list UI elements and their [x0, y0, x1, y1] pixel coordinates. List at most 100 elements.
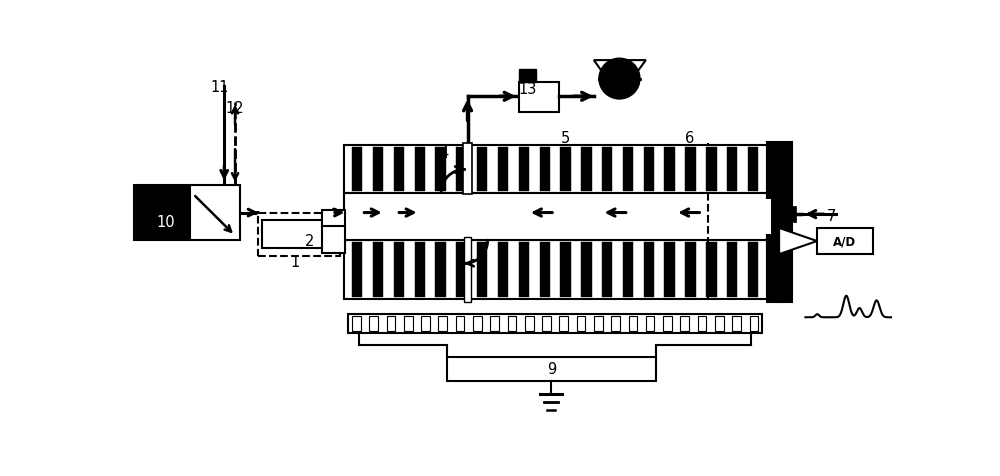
Text: 7: 7	[827, 208, 836, 224]
Bar	[727, 243, 737, 297]
Bar	[421, 317, 430, 331]
Bar	[344, 193, 767, 241]
Bar	[629, 317, 637, 331]
Bar	[706, 148, 717, 191]
Bar	[456, 148, 467, 191]
Bar	[581, 148, 592, 191]
Bar	[767, 142, 792, 302]
Bar	[348, 315, 762, 333]
Bar	[490, 317, 499, 331]
Bar	[463, 144, 472, 195]
Bar	[817, 228, 873, 255]
Bar	[498, 243, 508, 297]
Bar	[559, 317, 568, 331]
Text: 11: 11	[210, 79, 229, 95]
Bar	[373, 148, 383, 191]
Bar	[369, 317, 378, 331]
Bar	[394, 148, 404, 191]
Bar	[394, 243, 404, 297]
Bar	[352, 148, 362, 191]
Polygon shape	[779, 228, 817, 255]
Bar	[498, 148, 508, 191]
Bar	[602, 148, 612, 191]
Bar	[685, 243, 696, 297]
Bar	[698, 317, 706, 331]
Text: 6: 6	[685, 130, 694, 145]
Bar	[477, 243, 487, 297]
Text: 3: 3	[351, 246, 361, 260]
Bar	[387, 317, 395, 331]
Bar	[623, 148, 633, 191]
Bar	[344, 241, 767, 299]
Bar	[792, 207, 796, 222]
Bar	[415, 148, 425, 191]
Bar	[732, 317, 741, 331]
Text: 4: 4	[440, 146, 449, 161]
Bar	[611, 317, 620, 331]
Bar	[644, 148, 654, 191]
Bar	[373, 243, 383, 297]
Bar	[663, 317, 672, 331]
Bar	[456, 243, 467, 297]
Bar	[542, 317, 551, 331]
Bar	[519, 83, 559, 112]
Bar	[706, 243, 717, 297]
Bar	[581, 243, 592, 297]
Bar	[473, 317, 482, 331]
Bar	[435, 243, 446, 297]
Bar	[262, 221, 336, 248]
Bar	[435, 148, 446, 191]
Bar	[519, 243, 529, 297]
Text: 1: 1	[291, 255, 300, 270]
Bar	[765, 199, 771, 235]
Bar	[322, 211, 345, 228]
Bar	[623, 243, 633, 297]
Text: 2: 2	[305, 233, 314, 248]
Polygon shape	[594, 61, 646, 97]
Bar	[560, 148, 571, 191]
Bar	[646, 317, 654, 331]
Bar	[134, 186, 190, 241]
Bar	[540, 148, 550, 191]
Text: 10: 10	[156, 215, 175, 230]
Bar	[594, 317, 603, 331]
Bar	[519, 148, 529, 191]
Bar	[456, 317, 464, 331]
Circle shape	[599, 60, 640, 99]
Bar	[508, 317, 516, 331]
Bar	[352, 243, 362, 297]
Bar	[664, 243, 675, 297]
Text: A/D: A/D	[833, 235, 857, 248]
Bar	[644, 243, 654, 297]
Bar	[540, 243, 550, 297]
Text: 12: 12	[226, 101, 244, 116]
Bar	[404, 317, 413, 331]
Text: 14: 14	[606, 63, 624, 78]
Bar	[748, 243, 758, 297]
Bar	[715, 317, 724, 331]
Bar	[464, 238, 471, 302]
Bar	[438, 317, 447, 331]
Bar	[602, 243, 612, 297]
Bar	[519, 69, 536, 83]
Bar	[685, 148, 696, 191]
Bar	[750, 317, 758, 331]
Bar	[322, 227, 345, 253]
Text: 9: 9	[547, 362, 556, 377]
Bar	[258, 213, 340, 256]
Bar	[727, 148, 737, 191]
Text: 13: 13	[519, 82, 537, 97]
Bar	[664, 148, 675, 191]
Bar	[447, 357, 656, 381]
Bar	[344, 146, 767, 193]
Bar	[577, 317, 585, 331]
Bar	[748, 148, 758, 191]
Text: 8: 8	[771, 284, 781, 299]
Bar	[190, 186, 240, 241]
Bar	[352, 317, 361, 331]
Bar	[477, 148, 487, 191]
Bar	[415, 243, 425, 297]
Bar	[525, 317, 534, 331]
Text: 5: 5	[561, 130, 570, 145]
Bar	[560, 243, 571, 297]
